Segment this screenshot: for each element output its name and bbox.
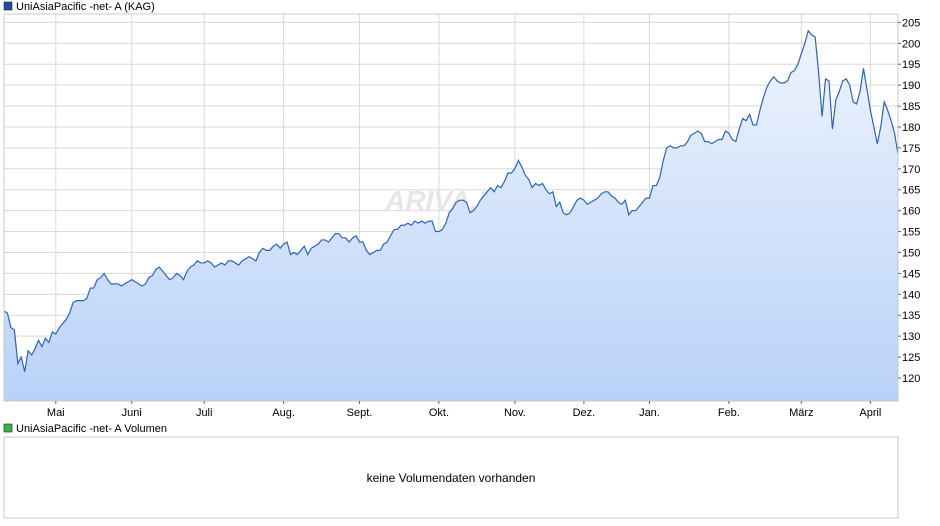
x-tick-label: Feb. <box>718 407 740 419</box>
y-tick-label: 140 <box>902 289 920 301</box>
x-tick-label: Jan. <box>639 407 660 419</box>
price-line <box>3 29 899 372</box>
x-tick-label: Nov. <box>504 407 526 419</box>
y-axis-ticks: 120 125 130 135 140 145 150 155 160 165 170 175 180 1… <box>898 17 920 385</box>
y-tick-label: 200 <box>902 38 920 50</box>
y-tick-label: 150 <box>902 247 920 259</box>
y-tick-label: 130 <box>902 331 920 343</box>
price-legend-swatch <box>3 1 13 11</box>
price-panel-border <box>3 13 899 402</box>
y-tick-label: 175 <box>902 143 920 155</box>
y-tick-label: 205 <box>902 17 920 29</box>
y-tick-label: 190 <box>902 80 920 92</box>
volume-legend-swatch <box>3 423 13 433</box>
y-tick-label: 170 <box>902 164 920 176</box>
x-tick-label: Juli <box>196 407 213 419</box>
volume-legend-title: UniAsiaPacific -net- A Volumen <box>16 423 167 435</box>
x-tick-label: Aug. <box>272 407 295 419</box>
x-tick-label: Mai <box>47 407 65 419</box>
y-tick-label: 135 <box>902 310 920 322</box>
y-tick-label: 185 <box>902 101 920 113</box>
y-tick-label: 160 <box>902 206 920 218</box>
y-tick-label: 165 <box>902 185 920 197</box>
x-tick-label: Juni <box>122 407 142 419</box>
y-tick-label: 180 <box>902 122 920 134</box>
x-tick-label: Sept. <box>347 407 373 419</box>
volume-panel <box>3 436 899 519</box>
x-tick-label: Dez. <box>573 407 596 419</box>
y-tick-label: 145 <box>902 268 920 280</box>
y-tick-label: 120 <box>902 373 920 385</box>
x-axis-ticks: Mai Juni Juli Aug. Sept. Okt. Nov. Dez. Jan. Feb.… <box>47 401 881 419</box>
x-tick-label: Okt. <box>429 407 449 419</box>
price-area-fill <box>4 30 898 402</box>
volume-empty-message: keine Volumendaten vorhanden <box>367 471 536 485</box>
y-tick-label: 125 <box>902 352 920 364</box>
x-tick-label: März <box>789 407 813 419</box>
y-tick-label: 155 <box>902 227 920 239</box>
x-tick-label: April <box>859 407 881 419</box>
price-panel: ARIVA.DE 1201251301351401451501551601651… <box>3 13 920 419</box>
price-legend-title: UniAsiaPacific -net- A (KAG) <box>16 1 155 13</box>
y-tick-label: 195 <box>902 59 920 71</box>
